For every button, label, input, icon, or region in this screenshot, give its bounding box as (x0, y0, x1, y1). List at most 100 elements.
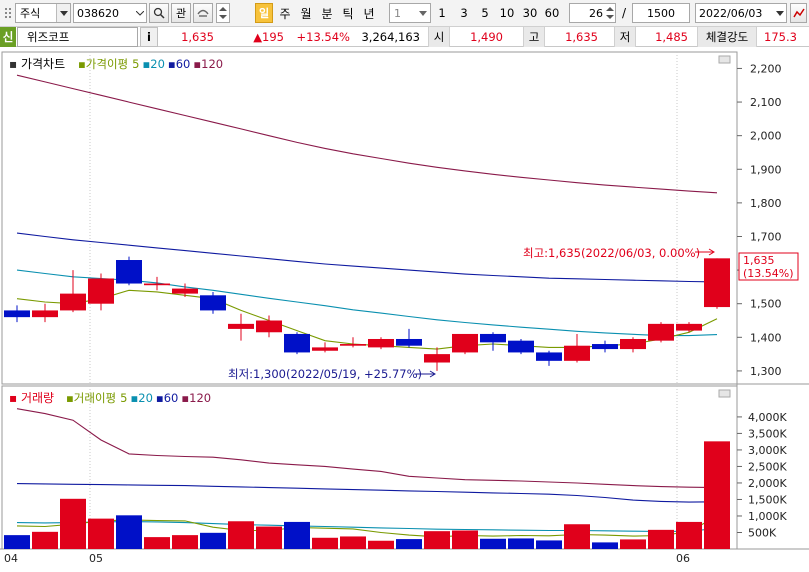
volume-bar (88, 518, 114, 549)
stock-info-button[interactable]: i (140, 27, 158, 47)
code-stepper[interactable] (216, 3, 230, 23)
volume-tick-label: 1,000K (748, 510, 787, 523)
candle-body (424, 354, 450, 363)
volume-panel-title: ▪ 거래량 (9, 391, 54, 405)
period-tick-button[interactable]: 틱 (342, 6, 354, 21)
volume-bar (144, 537, 170, 549)
volume-tick-label: 3,500K (748, 427, 787, 440)
drag-handle-icon[interactable] (2, 3, 14, 23)
volume-bar (340, 536, 366, 549)
quote-bar: 신 위즈코프 i 1,635 ▲195 +13.54% 3,264,163 시 … (0, 27, 809, 47)
volume-bar (480, 538, 506, 549)
candle-body (536, 352, 562, 361)
low-price: 1,485 (655, 30, 688, 44)
view-count-stepper[interactable]: 26 (569, 3, 616, 23)
volume-bars-layer (4, 441, 730, 549)
volume-bar (312, 537, 338, 549)
period-week-button[interactable]: 주 (279, 6, 291, 21)
current-price-tag-value: 1,635 (743, 254, 775, 267)
volume-bar (536, 540, 562, 549)
candle-body (508, 340, 534, 353)
view-count-value: 26 (589, 6, 603, 20)
price-tick-label: 1,900 (750, 163, 782, 176)
stock-name[interactable]: 위즈코프 (17, 27, 138, 47)
volume-bar (256, 526, 282, 549)
interval-60-button[interactable]: 60 (544, 6, 560, 20)
chart-settings-button[interactable] (790, 3, 807, 23)
watchlist-button[interactable]: 관 (171, 3, 191, 23)
high-arrow-head (708, 248, 715, 256)
stock-code-input[interactable]: 038620 (73, 3, 147, 23)
candles-layer (4, 256, 730, 371)
price-panel-title: ▪ 가격차트 (9, 57, 65, 71)
candle-body (172, 288, 198, 294)
volume-bar (452, 530, 478, 549)
period-month-button[interactable]: 월 (300, 6, 312, 21)
candle-body (116, 260, 142, 284)
volume-bar (592, 542, 618, 549)
stepper-arrows-icon[interactable] (605, 5, 615, 21)
volume-tick-label: 2,500K (748, 460, 787, 473)
period-minute-button[interactable]: 분 (321, 6, 333, 21)
calendar-dropdown-icon[interactable] (773, 10, 786, 16)
x-tick-label: 06 (676, 552, 690, 565)
price-panel-maximize-icon[interactable] (718, 55, 731, 64)
interval-select[interactable]: 1 (389, 3, 431, 23)
stock-chart-svg[interactable]: 1,3001,4001,5001,6001,7001,8001,9002,000… (0, 47, 809, 569)
market-select[interactable]: 주식 (15, 3, 71, 23)
volume-bar (704, 441, 730, 549)
candle-body (676, 323, 702, 331)
price-tick-label: 1,500 (750, 298, 782, 311)
high-label: 고 (523, 27, 545, 47)
price-panel-frame[interactable] (1, 51, 738, 385)
candle-body (284, 333, 310, 353)
candle-body (144, 283, 170, 286)
price-tick-label: 2,200 (750, 62, 782, 75)
volume-ma-legend: ▪거래이평 5 ▪20 ▪60 ▪120 (66, 391, 211, 405)
interval-1-button[interactable]: 1 (438, 6, 446, 20)
high-annotation: 최고:1,635(2022/06/03, 0.00%) (523, 246, 700, 260)
period-day-button[interactable]: 일 (255, 3, 273, 23)
interval-10-button[interactable]: 10 (499, 6, 515, 20)
low-annotation: 최저:1,300(2022/05/19, +25.77%) (228, 367, 422, 381)
trade-volume: 3,264,163 (361, 30, 420, 44)
toolbar: 주식 038620 관 일 주 월 분 틱 년 1 1 3 5 10 30 60… (0, 0, 809, 27)
dropdown-arrow-icon[interactable] (56, 4, 70, 22)
link-button[interactable] (193, 3, 213, 23)
volume-bar (4, 535, 30, 549)
period-year-button[interactable]: 년 (363, 6, 375, 21)
volume-bar (620, 539, 646, 549)
chart-area[interactable]: 1,3001,4001,5001,6001,7001,8001,9002,000… (0, 47, 809, 569)
volume-bar (368, 540, 394, 549)
volume-panel-maximize-icon[interactable] (718, 389, 731, 398)
price-tick-label: 1,800 (750, 197, 782, 210)
candle-body (200, 295, 226, 311)
volume-tick-label: 2,000K (748, 477, 787, 490)
market-select-value: 주식 (20, 7, 41, 20)
candle-body (312, 347, 338, 351)
interval-3-button[interactable]: 3 (460, 6, 468, 20)
volume-bar (116, 515, 142, 549)
volume-bar (172, 535, 198, 549)
volume-bar (228, 521, 254, 549)
interval-5-button[interactable]: 5 (481, 6, 489, 20)
candle-body (564, 345, 590, 361)
date-value: 2022/06/03 (699, 6, 763, 20)
search-button[interactable] (149, 3, 169, 23)
ma120-line (16, 74, 718, 194)
chevron-down-icon[interactable] (134, 10, 146, 16)
total-count-field[interactable]: 1500 (632, 3, 690, 23)
price-tick-label: 1,700 (750, 230, 782, 243)
open-price: 1,490 (470, 30, 503, 44)
interval-30-button[interactable]: 30 (522, 6, 538, 20)
current-price-tag (738, 252, 799, 281)
line-chart-icon (792, 8, 805, 18)
dropdown-arrow-icon[interactable] (416, 10, 430, 16)
candle-body (592, 344, 618, 350)
candle-body (88, 278, 114, 304)
volume-bar (648, 529, 674, 549)
credit-badge: 신 (0, 27, 16, 47)
trade-strength: 175.3 (764, 30, 797, 44)
date-picker[interactable]: 2022/06/03 (695, 3, 787, 23)
low-label: 저 (614, 27, 636, 47)
